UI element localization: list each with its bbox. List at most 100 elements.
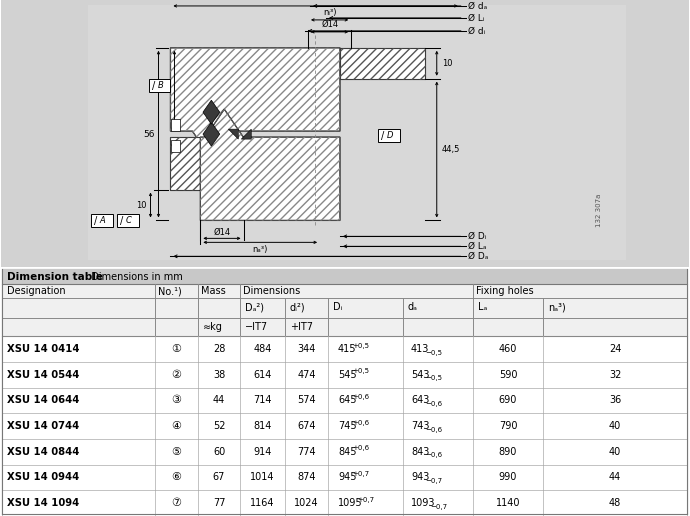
Text: −IT7: −IT7 <box>245 322 268 332</box>
Text: −0,7: −0,7 <box>426 478 442 484</box>
Text: B: B <box>157 81 164 90</box>
Text: /: / <box>381 131 384 141</box>
Text: 67: 67 <box>213 473 225 482</box>
Text: 774: 774 <box>297 447 316 457</box>
Text: −0,6: −0,6 <box>426 401 442 407</box>
Text: 77: 77 <box>213 498 225 508</box>
Text: ①: ① <box>172 344 181 354</box>
Text: Fixing holes: Fixing holes <box>476 286 533 296</box>
Text: ②: ② <box>172 370 181 380</box>
Text: ⑤: ⑤ <box>172 447 181 457</box>
Text: Dₐ²): Dₐ²) <box>245 302 264 312</box>
Text: D: D <box>386 131 393 140</box>
Bar <box>2 464 687 490</box>
Text: nᵢ³): nᵢ³) <box>323 8 336 17</box>
Text: Mass: Mass <box>201 286 226 296</box>
Bar <box>117 215 139 228</box>
Text: Ø dₐ: Ø dₐ <box>468 2 487 10</box>
Text: 790: 790 <box>499 421 518 431</box>
Polygon shape <box>203 100 219 124</box>
Text: 945: 945 <box>338 473 357 482</box>
Text: 543: 543 <box>411 370 429 380</box>
Text: 545: 545 <box>338 370 357 380</box>
Text: Ø Lₐ: Ø Lₐ <box>468 242 486 251</box>
Text: · Dimensions in mm: · Dimensions in mm <box>82 272 183 282</box>
Text: 40: 40 <box>609 421 621 431</box>
Text: 990: 990 <box>499 473 518 482</box>
Bar <box>171 119 181 131</box>
Text: Dimensions: Dimensions <box>243 286 300 296</box>
Text: 943: 943 <box>411 473 429 482</box>
Text: nₐ³): nₐ³) <box>548 302 566 312</box>
Text: 60: 60 <box>213 447 225 457</box>
Bar <box>340 48 425 78</box>
Text: 814: 814 <box>253 421 272 431</box>
Bar <box>2 336 687 362</box>
Text: 460: 460 <box>499 344 518 354</box>
Text: +0,7: +0,7 <box>353 471 370 477</box>
Text: dᵢ²): dᵢ²) <box>290 302 306 312</box>
Text: 56: 56 <box>143 130 155 139</box>
Text: 40: 40 <box>609 447 621 457</box>
Text: XSU 14 0414: XSU 14 0414 <box>7 344 79 354</box>
Text: Ø14: Ø14 <box>213 228 230 236</box>
Text: 38: 38 <box>213 370 225 380</box>
Text: 1024: 1024 <box>294 498 319 508</box>
Text: Ø Dᵢ: Ø Dᵢ <box>468 232 486 241</box>
Text: 574: 574 <box>297 395 316 406</box>
Text: 745: 745 <box>338 421 357 431</box>
Text: 843: 843 <box>411 447 429 457</box>
Polygon shape <box>241 129 251 139</box>
Text: ③: ③ <box>172 395 181 406</box>
Bar <box>90 215 112 228</box>
Text: −0,6: −0,6 <box>426 427 442 432</box>
Text: −0,6: −0,6 <box>426 453 442 458</box>
Bar <box>170 137 200 190</box>
Text: Ø14: Ø14 <box>321 20 338 29</box>
Text: 1093: 1093 <box>411 498 435 508</box>
Text: nₐ³): nₐ³) <box>253 245 268 254</box>
Text: 845: 845 <box>338 447 357 457</box>
Text: ④: ④ <box>172 421 181 431</box>
Text: XSU 14 0844: XSU 14 0844 <box>7 447 79 457</box>
Text: 28: 28 <box>213 344 225 354</box>
Text: C: C <box>126 216 132 225</box>
Text: 914: 914 <box>253 447 272 457</box>
Text: 44,5: 44,5 <box>153 85 171 94</box>
Bar <box>2 298 687 318</box>
Text: 714: 714 <box>253 395 272 406</box>
Text: No.¹): No.¹) <box>158 286 181 296</box>
Bar <box>2 439 687 464</box>
Text: ⑦: ⑦ <box>172 498 181 508</box>
Polygon shape <box>170 48 340 159</box>
Text: 10: 10 <box>442 59 452 68</box>
Bar <box>2 269 687 284</box>
Text: Dᵢ: Dᵢ <box>333 302 342 312</box>
Polygon shape <box>203 122 219 146</box>
Text: /: / <box>119 216 123 226</box>
Text: 474: 474 <box>297 370 316 380</box>
Text: XSU 14 1094: XSU 14 1094 <box>7 498 79 508</box>
Text: A: A <box>100 216 106 225</box>
Text: 614: 614 <box>253 370 272 380</box>
Text: 10: 10 <box>136 201 146 209</box>
Text: /: / <box>94 216 97 226</box>
Text: 890: 890 <box>499 447 518 457</box>
Text: dₐ: dₐ <box>408 302 418 312</box>
Bar <box>171 140 181 152</box>
Text: Designation: Designation <box>7 286 66 296</box>
Text: XSU 14 0544: XSU 14 0544 <box>7 370 79 380</box>
Bar <box>170 137 200 190</box>
Text: Dimension table: Dimension table <box>7 272 103 282</box>
Text: 413: 413 <box>411 344 429 354</box>
Text: 484: 484 <box>253 344 272 354</box>
Text: 874: 874 <box>297 473 316 482</box>
Text: 415: 415 <box>338 344 357 354</box>
Polygon shape <box>200 109 340 220</box>
Text: 674: 674 <box>297 421 316 431</box>
Bar <box>378 129 400 142</box>
Text: XSU 14 0744: XSU 14 0744 <box>7 421 79 431</box>
Text: 48: 48 <box>609 498 621 508</box>
Text: 1140: 1140 <box>495 498 520 508</box>
Text: −0,7: −0,7 <box>430 504 447 510</box>
